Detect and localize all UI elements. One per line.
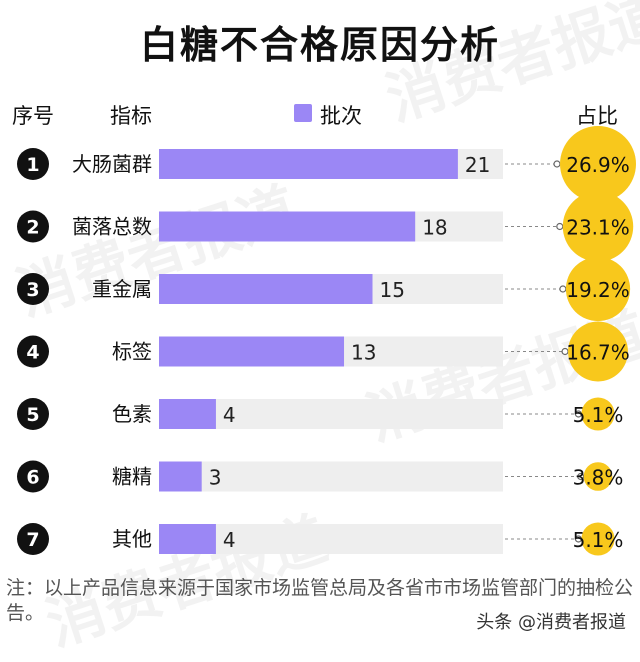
column-header-index: 序号 (12, 104, 54, 128)
share-bubble (565, 256, 631, 322)
share-label: 19.2% (566, 278, 630, 302)
share-bubble (560, 126, 636, 202)
data-label: 3 (209, 466, 222, 490)
category-label: 大肠菌群 (72, 152, 152, 176)
data-label: 4 (223, 528, 236, 552)
share-bubble (581, 397, 615, 431)
index-number: 6 (26, 467, 39, 489)
data-label: 13 (351, 341, 376, 365)
data-label: 21 (465, 153, 490, 177)
index-badge (17, 523, 49, 555)
share-bubble (568, 321, 628, 382)
chart-title: 白糖不合格原因分析 (139, 23, 500, 67)
index-number: 7 (26, 529, 39, 551)
index-badge (17, 398, 49, 430)
bar (159, 336, 345, 367)
share-label: 5.1% (573, 528, 624, 552)
index-number: 3 (26, 279, 39, 301)
index-badge (17, 460, 49, 493)
share-bubble (583, 462, 613, 491)
bar (159, 274, 373, 304)
leader-dot (561, 347, 569, 356)
index-badge (17, 148, 49, 180)
category-label: 色素 (112, 402, 152, 426)
data-label: 15 (379, 278, 404, 302)
leader-dot (556, 222, 564, 231)
category-label: 其他 (112, 527, 152, 551)
legend-label: 批次 (320, 104, 362, 128)
share-bubble (581, 522, 615, 556)
data-label: 4 (223, 403, 236, 427)
share-bubble (562, 191, 634, 262)
index-number: 2 (26, 217, 39, 239)
leader-dot (553, 160, 561, 168)
leader-dot (559, 285, 567, 293)
bar-track (159, 461, 503, 492)
source-brand: 头条 @消费者报道 (476, 612, 626, 633)
index-badge (17, 210, 49, 243)
category-label: 标签 (112, 340, 152, 364)
chart-canvas: 消费者报道 消费者报道 消费者报道 消费者报道 白糖不合格原因分析 序号 指标 … (6, 0, 640, 659)
share-label: 23.1% (566, 216, 630, 240)
share-label: 5.1% (573, 403, 624, 427)
category-label: 糖精 (112, 465, 152, 489)
bar (159, 211, 416, 242)
bar-track (159, 524, 503, 554)
index-number: 5 (26, 404, 39, 426)
index-number: 1 (26, 154, 39, 176)
bar-chart: 1 大肠菌群 21 26.9% 2 菌落总数 18 23.1% 3 重金属 15 19.2% 4 标签 13… (17, 126, 636, 556)
share-label: 3.8% (573, 466, 624, 490)
bar (159, 399, 216, 429)
bar (159, 524, 216, 554)
index-badge (17, 273, 49, 305)
share-label: 16.7% (566, 341, 630, 365)
bar (159, 461, 202, 492)
index-badge (17, 335, 49, 368)
column-header-share: 占比 (576, 104, 618, 128)
category-label: 菌落总数 (72, 215, 152, 239)
footnote: 注：以上产品信息来源于国家市场监管总局及各省市市场监管部门的抽检公告。 (6, 577, 634, 624)
bar (159, 149, 458, 179)
bar-track (159, 399, 503, 429)
legend-swatch (294, 104, 312, 122)
index-number: 4 (26, 342, 39, 364)
data-label: 18 (422, 216, 447, 240)
share-label: 26.9% (566, 153, 630, 177)
column-header-indicator: 指标 (110, 104, 152, 128)
leader-dot (577, 472, 585, 481)
category-label: 重金属 (92, 277, 152, 301)
